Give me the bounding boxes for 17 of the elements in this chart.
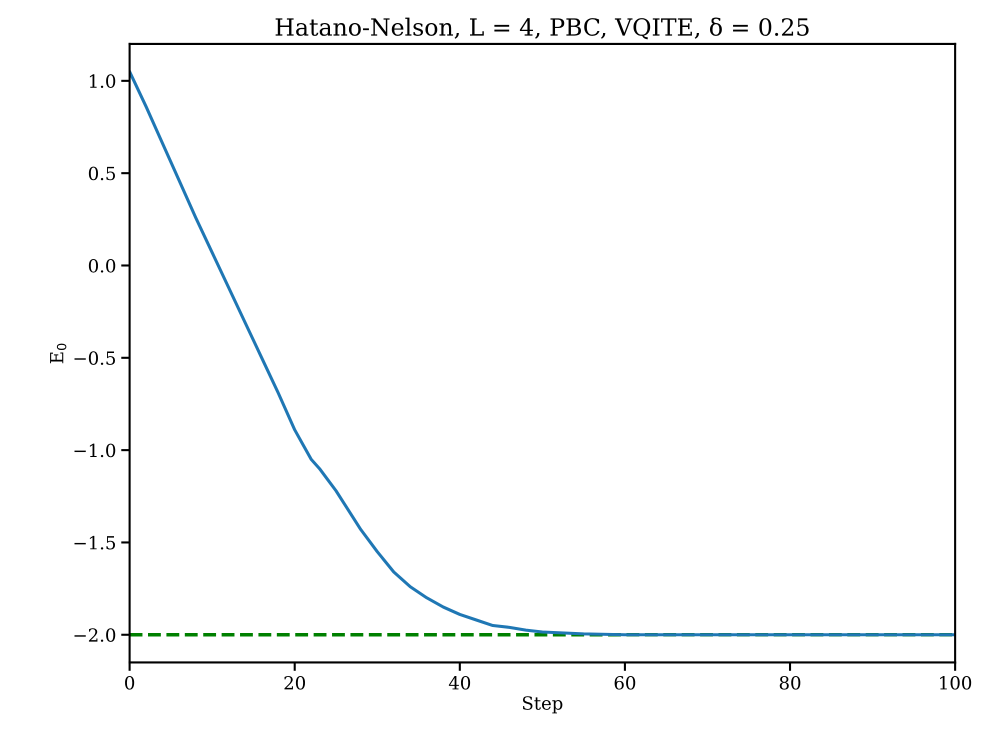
x-tick-label: 0 xyxy=(125,676,134,690)
x-tick-label: 80 xyxy=(780,676,800,690)
y-tick-label: −1.5 xyxy=(74,536,116,550)
y-tick-label: 0.5 xyxy=(88,166,116,180)
y-tick-label: 0.0 xyxy=(88,258,116,273)
x-tick-label: 60 xyxy=(614,676,636,690)
y-tick-label: 1.0 xyxy=(90,74,116,88)
y-tick-label: −0.5 xyxy=(74,351,116,365)
x-tick-label: 100 xyxy=(940,676,972,690)
chart-title: Hatano-Nelson, L = 4, PBC, VQITE, δ = 0.25 xyxy=(276,18,809,40)
x-tick-label: 40 xyxy=(448,676,470,690)
y-axis-title: E$_{0}$ xyxy=(50,344,66,364)
y-tick-label: −2.0 xyxy=(74,628,116,642)
line-series xyxy=(130,70,956,636)
y-tick-label: −1.0 xyxy=(74,444,116,458)
x-axis-title: Step xyxy=(522,696,562,714)
x-tick-label: 20 xyxy=(284,676,305,690)
